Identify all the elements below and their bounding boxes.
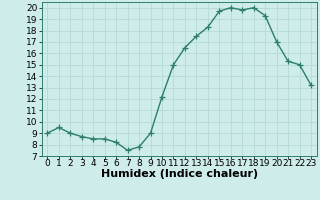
X-axis label: Humidex (Indice chaleur): Humidex (Indice chaleur) <box>100 169 258 179</box>
